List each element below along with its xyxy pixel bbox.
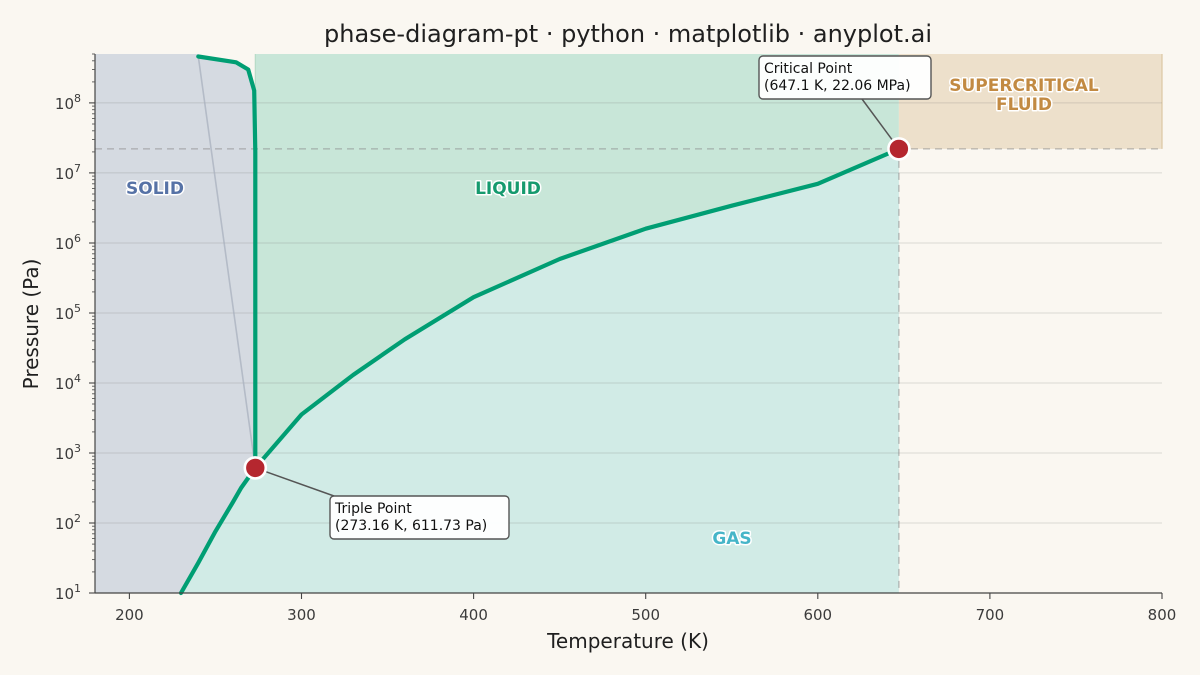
- critical-point-label: (647.1 K, 22.06 MPa): [764, 78, 911, 94]
- phase-regions: [95, 54, 1163, 593]
- gas-region: [181, 148, 899, 593]
- x-tick-label: 700: [976, 606, 1005, 624]
- liquid-region: [255, 54, 899, 468]
- y-tick-label: 105: [55, 302, 81, 323]
- solid-region: [95, 54, 256, 593]
- annotations: Triple Point(273.16 K, 611.73 Pa) Critica…: [243, 55, 932, 540]
- critical-point-label: Critical Point: [764, 61, 853, 77]
- chart-title: phase-diagram-pt · python · matplotlib ·…: [324, 20, 932, 48]
- reference-lines: [95, 56, 1162, 593]
- fusion-curve: [196, 54, 258, 470]
- x-tick-label: 800: [1148, 606, 1177, 624]
- critical-point-marker: [887, 137, 911, 161]
- triple-point-label: (273.16 K, 611.73 Pa): [335, 518, 487, 534]
- triple-point-label: Triple Point: [334, 501, 412, 517]
- triple-point-arrow: [255, 467, 335, 497]
- vaporization-curve: [253, 146, 901, 470]
- y-tick-label: 101: [55, 582, 81, 603]
- supercritical-label: SUPERCRITICAL: [949, 76, 1099, 96]
- x-tick-label: 200: [115, 606, 144, 624]
- x-tick-label: 300: [287, 606, 316, 624]
- supercritical-label: FLUID: [996, 95, 1052, 115]
- sublimation-curve: [178, 465, 258, 596]
- y-tick-label: 107: [55, 162, 81, 183]
- liquid-label: LIQUID: [475, 179, 541, 199]
- x-tick-label: 400: [459, 606, 488, 624]
- triple-point-box: [329, 495, 510, 540]
- y-tick-label: 106: [55, 232, 81, 253]
- phase-boundary-curves: [178, 54, 901, 596]
- axes: 200 300 400 500 600 700 800 101 102 103 104 105 106 1…: [55, 53, 1177, 624]
- y-axis-label: Pressure (Pa): [19, 259, 43, 390]
- gas-label: GAS: [712, 529, 751, 549]
- x-axis-label: Temperature (K): [546, 629, 709, 653]
- x-tick-label: 600: [803, 606, 832, 624]
- y-tick-label: 102: [55, 512, 81, 533]
- x-tick-label: 500: [631, 606, 660, 624]
- solid-reference-line: [197, 56, 257, 469]
- solid-label: SOLID: [126, 179, 184, 199]
- y-tick-label: 103: [55, 442, 81, 463]
- y-tick-label: 104: [55, 372, 81, 393]
- y-tick-label: 108: [55, 92, 81, 113]
- grid-lines: [95, 102, 1162, 594]
- triple-point-marker: [243, 456, 268, 480]
- critical-point-box: [758, 55, 932, 100]
- supercritical-region: [898, 54, 1162, 149]
